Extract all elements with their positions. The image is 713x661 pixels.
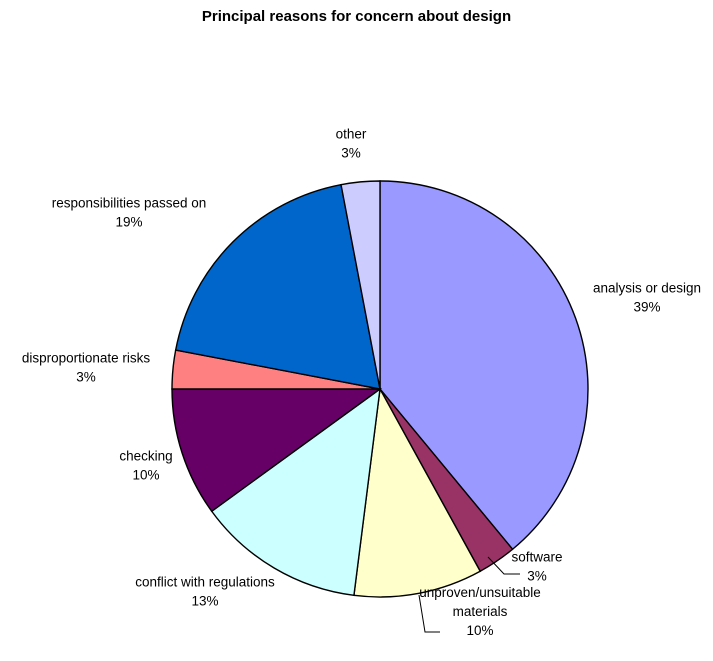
slice-labels: analysis or design 39%software 3%unproven/…	[22, 127, 701, 639]
slice-percent: 3%	[527, 569, 547, 584]
leader-line-unproven-unsuitable-materials	[418, 594, 440, 633]
slice-name: conflict with regulations	[135, 575, 275, 590]
slice-label-analysis-or-design: analysis or design 39%	[593, 281, 701, 315]
slice-name: materials	[453, 604, 508, 619]
slice-label-conflict-with-regulations: conflict with regulations 13%	[135, 575, 275, 609]
leader-lines	[418, 556, 520, 633]
slice-percent: 39%	[633, 300, 660, 315]
pie-slices	[171, 180, 589, 598]
slice-name: responsibilities passed on	[52, 196, 207, 211]
leader-line-software	[487, 556, 520, 575]
pie-slice-other	[340, 180, 381, 390]
slice-percent: 3%	[76, 370, 96, 385]
slice-label-disproportionate-risks: disproportionate risks 3%	[22, 351, 151, 385]
slice-name: disproportionate risks	[22, 351, 151, 366]
pie-slice-unproven-unsuitable-materials	[353, 386, 482, 598]
slice-name: software	[511, 550, 562, 565]
slice-label-software: software 3%	[511, 550, 562, 584]
chart-title: Principal reasons for concern about desi…	[201, 8, 512, 25]
slice-label-responsibilities-passed-on: responsibilities passed on 19%	[52, 196, 207, 230]
slice-label-other: other 3%	[336, 127, 367, 161]
slice-label-checking: checking 10%	[119, 449, 172, 483]
slice-name: analysis or design	[593, 281, 701, 296]
pie-slice-conflict-with-regulations	[210, 387, 381, 597]
slice-name: unproven/unsuitable	[419, 585, 541, 600]
slice-percent: 19%	[115, 215, 142, 230]
slice-percent: 13%	[191, 594, 218, 609]
pie-slice-responsibilities-passed-on	[174, 183, 381, 390]
pie-slice-analysis-or-design	[379, 180, 589, 551]
slice-name: other	[336, 127, 367, 142]
slice-percent: 10%	[466, 623, 493, 638]
slice-percent: 3%	[341, 146, 361, 161]
pie-slice-checking	[171, 388, 383, 513]
slice-name: checking	[119, 449, 172, 464]
slice-percent: 10%	[132, 468, 159, 483]
slice-label-unproven-unsuitable-materials: unproven/unsuitable materials 10%	[419, 585, 541, 638]
